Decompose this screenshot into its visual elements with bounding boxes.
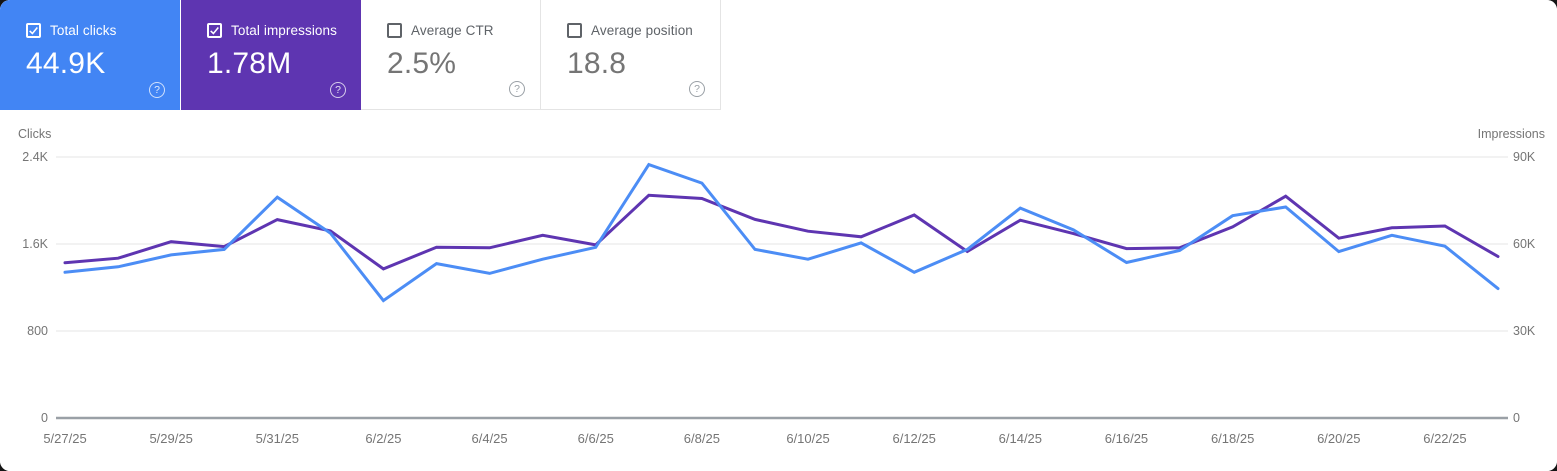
metric-card-average-ctr[interactable]: Average CTR 2.5% ?	[361, 0, 541, 110]
help-icon[interactable]: ?	[330, 82, 346, 98]
date-axis-tick: 5/27/25	[43, 431, 87, 446]
check-icon	[29, 26, 38, 35]
date-axis-tick: 5/29/25	[149, 431, 193, 446]
chart-plot[interactable]	[0, 110, 1557, 471]
average-ctr-checkbox[interactable]	[387, 22, 402, 38]
total-clicks-label: Total clicks	[50, 22, 117, 38]
total-clicks-checkbox[interactable]	[26, 22, 41, 38]
help-icon[interactable]: ?	[509, 81, 525, 97]
metric-cards-row: Total clicks 44.9K ? Total impressions 1…	[0, 0, 1557, 110]
date-axis-tick: 6/16/25	[1104, 431, 1149, 446]
clicks-line	[63, 162, 1500, 303]
clicks-axis-tick: 1.6K	[22, 237, 48, 251]
date-axis-tick: 6/12/25	[892, 431, 936, 446]
total-clicks-value: 44.9K	[26, 47, 106, 80]
impressions-axis-tick: 30K	[1513, 324, 1536, 338]
help-icon[interactable]: ?	[689, 81, 705, 97]
help-icon[interactable]: ?	[149, 82, 165, 98]
date-axis-tick: 6/14/25	[998, 431, 1043, 446]
date-axis-tick: 6/10/25	[786, 431, 830, 446]
total-impressions-value: 1.78M	[207, 47, 292, 80]
performance-chart[interactable]: Clicks Impressions 2.4K 1.6K 800 0 90K 60K 30K…	[0, 110, 1557, 471]
impressions-axis-tick: 0	[1513, 411, 1520, 425]
date-axis-tick: 6/4/25	[471, 431, 508, 446]
impressions-axis-tick: 60K	[1513, 237, 1536, 251]
total-impressions-label: Total impressions	[231, 22, 337, 38]
metric-card-average-position[interactable]: Average position 18.8 ?	[541, 0, 721, 110]
date-axis-tick: 6/8/25	[683, 431, 720, 446]
date-axis-tick: 6/22/25	[1423, 431, 1467, 446]
impressions-axis-title: Impressions	[1477, 127, 1545, 141]
check-icon	[210, 26, 219, 35]
date-axis-tick: 6/2/25	[365, 431, 402, 446]
date-axis-tick: 5/31/25	[255, 431, 299, 446]
average-ctr-value: 2.5%	[387, 47, 457, 80]
metric-card-total-impressions[interactable]: Total impressions 1.78M ?	[181, 0, 361, 110]
clicks-axis-tick: 0	[41, 411, 48, 425]
average-position-value: 18.8	[567, 47, 627, 80]
impressions-axis-tick: 90K	[1513, 150, 1536, 164]
metric-card-total-clicks[interactable]: Total clicks 44.9K ?	[0, 0, 180, 110]
average-ctr-label: Average CTR	[411, 22, 494, 38]
date-axis-tick: 6/18/25	[1210, 431, 1255, 446]
date-axis-tick: 6/6/25	[577, 431, 614, 446]
clicks-axis-tick: 2.4K	[22, 150, 48, 164]
average-position-label: Average position	[591, 22, 693, 38]
date-axis-tick: 6/20/25	[1317, 431, 1361, 446]
average-position-checkbox[interactable]	[567, 22, 582, 38]
clicks-axis-tick: 800	[27, 324, 48, 338]
clicks-axis-title: Clicks	[18, 127, 52, 141]
total-impressions-checkbox[interactable]	[207, 22, 222, 38]
